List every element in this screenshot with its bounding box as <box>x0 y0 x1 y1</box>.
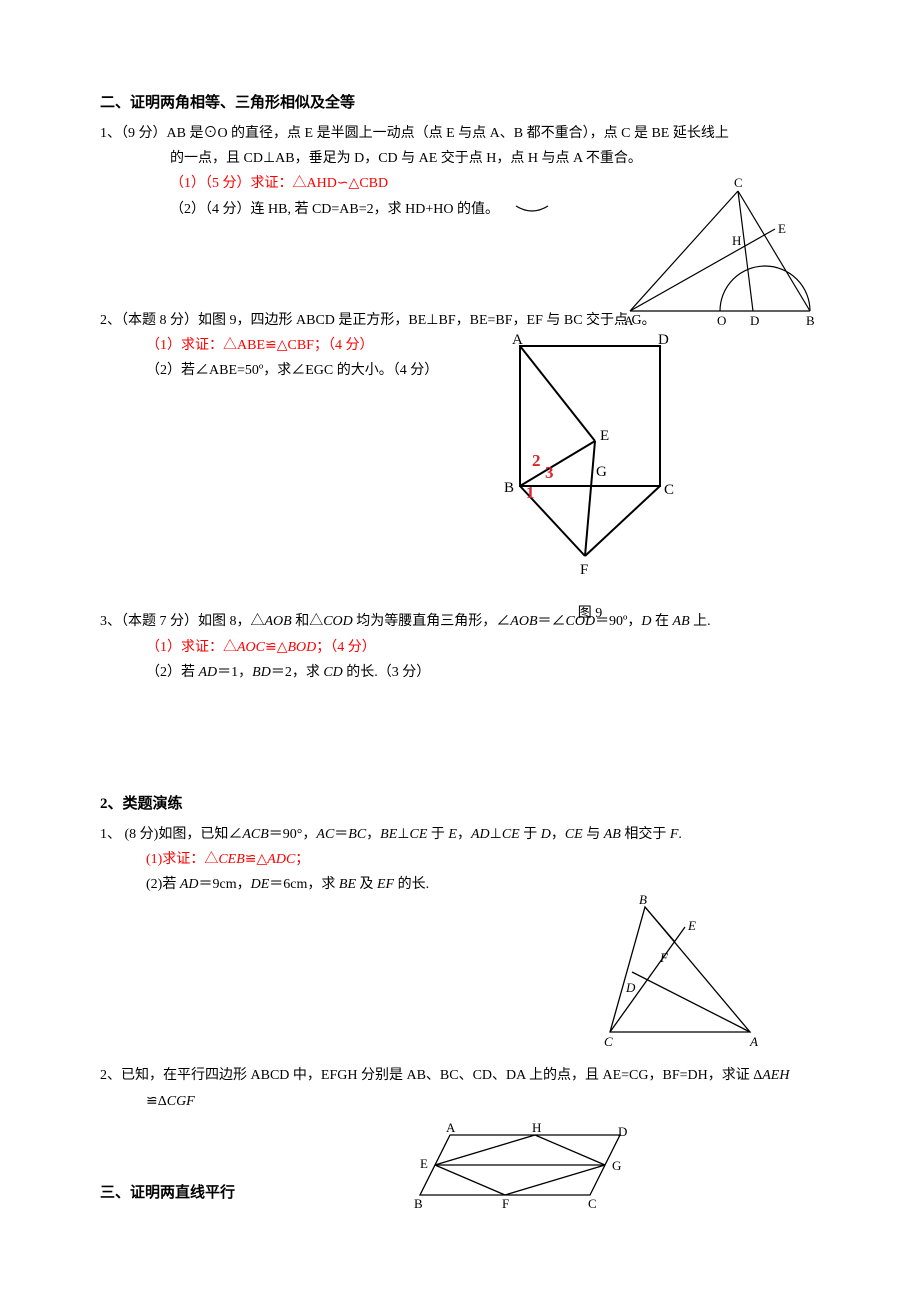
svg-text:F: F <box>502 1196 509 1210</box>
svg-text:C: C <box>604 1034 613 1049</box>
p1-part2-text: （2）（4 分）连 HB, 若 CD=AB=2，求 HD+HO 的值。 <box>170 202 499 217</box>
q2-line2: ≌ΔCGF <box>100 1089 820 1114</box>
problem-3: 3、（本题 7 分）如图 8，△AOB 和△COD 均为等腰直角三角形，∠AOB… <box>100 609 820 685</box>
svg-text:B: B <box>639 892 647 907</box>
figure-2: A D B C E F G 1 2 3 图 9 <box>490 326 690 626</box>
q1-line1: 1、 (8 分)如图，已知∠ACB＝90°，AC＝BC，BE⊥CE 于 E，AD… <box>100 822 820 847</box>
svg-text:D: D <box>625 980 636 995</box>
svg-text:E: E <box>687 918 696 933</box>
svg-text:G: G <box>612 1158 621 1173</box>
problem-2: 2、（本题 8 分）如图 9，四边形 ABCD 是正方形，BE⊥BF，BE=BF… <box>100 308 820 384</box>
svg-text:A: A <box>749 1034 758 1049</box>
svg-text:F: F <box>580 562 588 578</box>
svg-text:D: D <box>658 332 669 348</box>
p3-line1: 3、（本题 7 分）如图 8，△AOB 和△COD 均为等腰直角三角形，∠AOB… <box>100 609 820 634</box>
svg-text:D: D <box>618 1124 627 1139</box>
problem-1: 1、（9 分）AB 是⊙O 的直径，点 E 是半圆上一动点（点 E 与点 A、B… <box>100 121 820 222</box>
svg-text:C: C <box>664 482 674 498</box>
svg-text:B: B <box>414 1196 423 1210</box>
figure-3: C A B E F D <box>590 892 770 1061</box>
svg-text:A: A <box>512 332 523 348</box>
practice-1: 1、 (8 分)如图，已知∠ACB＝90°，AC＝BC，BE⊥CE 于 E，AD… <box>100 822 820 898</box>
svg-text:C: C <box>588 1196 597 1210</box>
p3-part2: （2）若 AD＝1，BD＝2，求 CD 的长.（3 分） <box>100 660 820 685</box>
arc-icon <box>512 202 552 216</box>
svg-text:B: B <box>504 480 514 496</box>
q2-line1: 2、已知，在平行四边形 ABCD 中，EFGH 分别是 AB、BC、CD、DA … <box>100 1063 820 1088</box>
p2-part1: （1）求证：△ABE≌△CBF；（4 分） <box>100 333 820 358</box>
svg-text:H: H <box>532 1120 541 1135</box>
figure-4: A H D E G B F C <box>390 1120 650 1219</box>
q1-part1: (1)求证：△CEB≌△ADC； <box>100 847 820 872</box>
p1-line2: 的一点，且 CD⊥AB，垂足为 D，CD 与 AE 交于点 H，点 H 与点 A… <box>100 146 820 171</box>
p2-line1: 2、（本题 8 分）如图 9，四边形 ABCD 是正方形，BE⊥BF，BE=BF… <box>100 308 820 333</box>
svg-text:1: 1 <box>526 483 535 502</box>
svg-text:C: C <box>734 175 743 190</box>
p2-part2: （2）若∠ABE=50º，求∠EGC 的大小。（4 分） <box>100 358 820 383</box>
svg-text:3: 3 <box>545 463 554 482</box>
svg-text:E: E <box>420 1156 428 1171</box>
svg-text:2: 2 <box>532 451 541 470</box>
section-title-2: 2、类题演练 <box>100 791 820 818</box>
svg-text:E: E <box>600 428 609 444</box>
svg-text:F: F <box>659 950 669 965</box>
p1-line1: 1、（9 分）AB 是⊙O 的直径，点 E 是半圆上一动点（点 E 与点 A、B… <box>100 121 820 146</box>
svg-text:E: E <box>778 221 786 236</box>
svg-text:H: H <box>732 233 741 248</box>
svg-text:G: G <box>596 464 607 480</box>
section-title-1: 二、证明两角相等、三角形相似及全等 <box>100 90 820 117</box>
p3-part1: （1）求证：△AOC≌△BOD；（4 分） <box>100 635 820 660</box>
practice-2: 2、已知，在平行四边形 ABCD 中，EFGH 分别是 AB、BC、CD、DA … <box>100 1063 820 1113</box>
svg-text:A: A <box>446 1120 456 1135</box>
